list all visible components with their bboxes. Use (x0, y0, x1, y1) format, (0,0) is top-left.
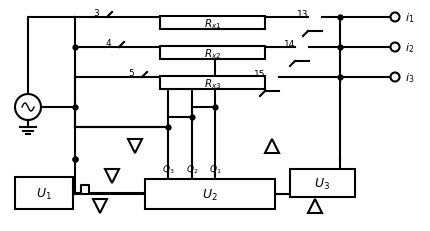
Text: $Q_1$: $Q_1$ (208, 163, 221, 175)
Polygon shape (264, 139, 278, 153)
Text: 15: 15 (254, 70, 265, 79)
Bar (289, 169, 354, 197)
Text: 3: 3 (93, 9, 98, 18)
Text: $i_2$: $i_2$ (404, 41, 413, 55)
Text: 14: 14 (284, 40, 295, 49)
Polygon shape (105, 169, 119, 183)
Text: $U_3$: $U_3$ (314, 176, 330, 191)
Text: $i_3$: $i_3$ (404, 71, 413, 85)
Text: $R_{x2}$: $R_{x2}$ (203, 47, 221, 61)
Bar (160, 17, 264, 30)
Circle shape (390, 13, 399, 22)
Text: 5: 5 (128, 69, 134, 78)
Text: $R_{x1}$: $R_{x1}$ (203, 17, 221, 31)
Text: $R_{x3}$: $R_{x3}$ (203, 77, 221, 91)
Text: 4: 4 (105, 39, 111, 48)
Bar (160, 47, 264, 60)
Text: $i_1$: $i_1$ (404, 11, 413, 25)
Polygon shape (93, 199, 107, 213)
Polygon shape (128, 139, 141, 153)
Text: 13: 13 (297, 10, 308, 19)
Bar (15, 177, 73, 209)
Text: $U_1$: $U_1$ (36, 186, 52, 201)
Circle shape (390, 73, 399, 82)
Bar (160, 77, 264, 90)
Text: $U_2$: $U_2$ (202, 187, 218, 202)
Text: $Q_2$: $Q_2$ (185, 163, 198, 175)
Bar (144, 179, 274, 209)
Polygon shape (307, 199, 321, 213)
Polygon shape (294, 169, 308, 183)
Text: $Q_3$: $Q_3$ (161, 163, 174, 175)
Circle shape (390, 43, 399, 52)
